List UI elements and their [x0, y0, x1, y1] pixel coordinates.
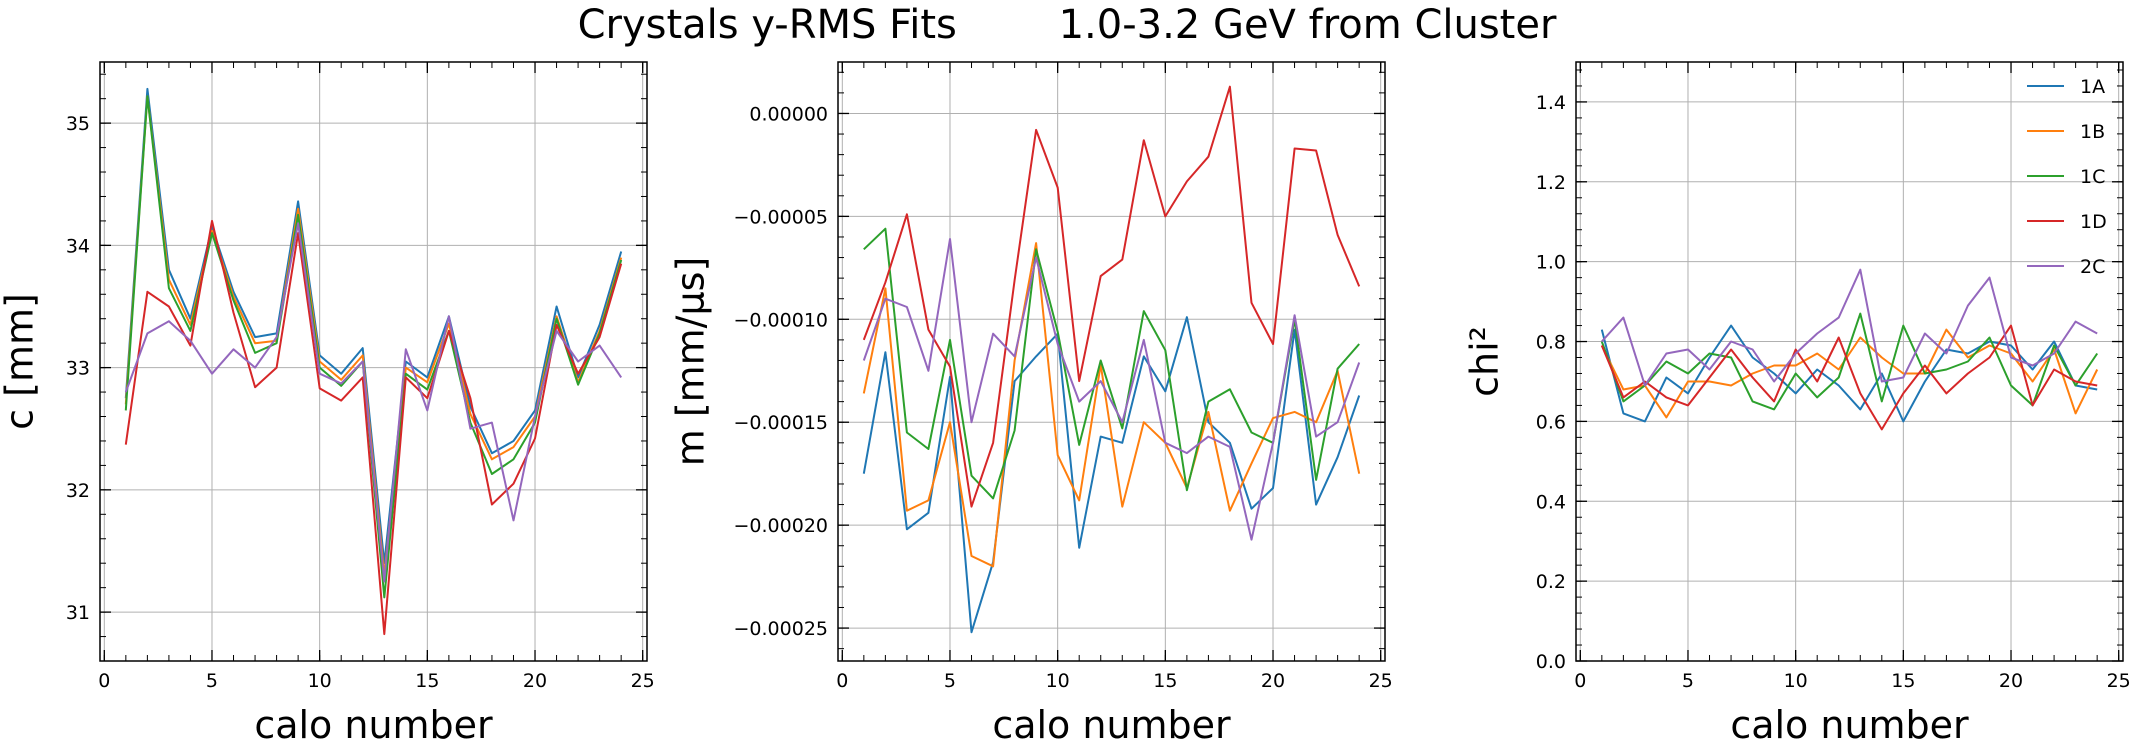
x-axis-label: calo number: [1730, 703, 1969, 747]
y-axis-label: m [mm/µs]: [669, 257, 713, 467]
y-tick-label: 34: [66, 235, 90, 257]
y-tick-label: −0.00025: [734, 618, 829, 640]
grid-c: [100, 62, 647, 661]
series-line-1d: [862, 85, 1361, 508]
y-tick-label: 0.4: [1536, 491, 1566, 513]
x-tick-label: 10: [308, 670, 332, 692]
y-tick-label: 1.2: [1536, 172, 1566, 194]
chart-panel-chi2: 0 5 10 15 20 25 0.0 0.2 0.4 0.6 0.8 1.0 1.2 1.4 calo n…: [1463, 61, 2131, 747]
axes-frame-m: [837, 61, 1386, 662]
x-tick-label: 25: [631, 670, 655, 692]
y-tick-label: −0.00020: [734, 515, 829, 537]
y-tick-label: −0.00015: [734, 412, 829, 434]
x-tick-label: 0: [836, 670, 848, 692]
y-tick-label: 32: [66, 480, 90, 502]
x-tick-label: 5: [206, 670, 218, 692]
ticks-c: 0 5 10 15 20 25 31 32 33 34 35: [66, 62, 655, 692]
series-line-1c: [124, 95, 623, 599]
chart-panel-m: 0 5 10 15 20 25 −0.00025 −0.00020 −0.00015 −0.000…: [669, 61, 1393, 747]
series-line-2c: [862, 238, 1361, 541]
x-tick-label: 5: [1682, 670, 1694, 692]
x-tick-label: 20: [523, 670, 547, 692]
y-tick-label: −0.00010: [734, 309, 829, 331]
ticks-m: 0 5 10 15 20 25 −0.00025 −0.00020 −0.00015 −0.000…: [734, 62, 1393, 692]
series-line-1c: [1600, 312, 2099, 411]
axes-frame-chi2: [1575, 61, 2124, 662]
y-tick-label: 0.0: [1536, 651, 1566, 673]
grid-m: [838, 62, 1385, 661]
series-group-m: [862, 85, 1361, 634]
series-line-1a: [1600, 324, 2098, 423]
x-tick-label: 25: [1369, 670, 1393, 692]
legend-label-1c: 1C: [2080, 166, 2105, 188]
series-line-1d: [1600, 324, 2098, 431]
y-tick-label: 35: [66, 113, 90, 135]
x-tick-label: 10: [1784, 670, 1808, 692]
y-tick-label: 33: [66, 358, 90, 380]
series-line-2c: [124, 222, 623, 583]
x-axis-label: calo number: [992, 703, 1231, 747]
x-tick-label: 0: [98, 670, 110, 692]
series-line-1a: [124, 87, 623, 565]
x-axis-label: calo number: [254, 703, 493, 747]
y-axis-label: c [mm]: [0, 293, 42, 430]
x-tick-label: 15: [1153, 670, 1177, 692]
x-tick-label: 15: [415, 670, 439, 692]
axes-frame-c: [99, 61, 648, 662]
x-tick-label: 25: [2107, 670, 2131, 692]
legend-label-1b: 1B: [2080, 121, 2105, 143]
x-tick-label: 10: [1046, 670, 1070, 692]
y-tick-label: 1.4: [1536, 92, 1566, 114]
x-tick-label: 15: [1891, 670, 1915, 692]
series-line-2c: [1601, 268, 2098, 387]
series-line-1a: [862, 316, 1361, 634]
x-tick-label: 0: [1574, 670, 1586, 692]
legend-label-1a: 1A: [2080, 76, 2105, 98]
legend-label-2c: 2C: [2080, 256, 2105, 278]
y-tick-label: 0.8: [1536, 332, 1566, 354]
series-group-c: [124, 87, 623, 636]
y-tick-label: −0.00005: [734, 206, 829, 228]
chart-panel-c: 0 5 10 15 20 25 31 32 33 34 35 calo number c [mm]: [0, 61, 655, 747]
series-line-1d: [124, 219, 623, 636]
figure-title: Crystals y-RMS Fits 1.0-3.2 GeV from Clu…: [578, 2, 1557, 48]
x-tick-label: 20: [1261, 670, 1285, 692]
ticks-chi2: 0 5 10 15 20 25 0.0 0.2 0.4 0.6 0.8 1.0 1.2 1.4: [1536, 62, 2131, 692]
y-tick-label: 0.2: [1536, 571, 1566, 593]
y-axis-label: chi²: [1463, 326, 1507, 397]
x-tick-label: 20: [1999, 670, 2023, 692]
y-tick-label: 1.0: [1536, 252, 1566, 274]
legend-label-1d: 1D: [2080, 211, 2107, 233]
y-tick-label: 31: [66, 602, 90, 624]
x-tick-label: 5: [944, 670, 956, 692]
y-tick-label: 0.00000: [749, 103, 828, 125]
y-tick-label: 0.6: [1536, 411, 1566, 433]
legend: 1A 1B 1C 1D 2C: [2027, 76, 2107, 278]
series-group-chi2: [1600, 268, 2099, 431]
